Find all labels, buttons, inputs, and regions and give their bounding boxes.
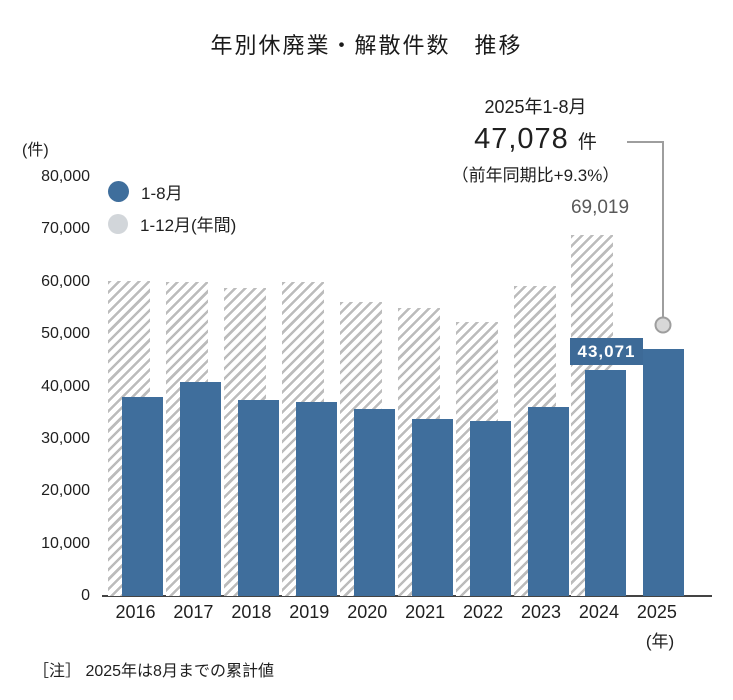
page-title: 年別休廃業・解散件数 推移 bbox=[210, 33, 523, 58]
legend-dot-gray bbox=[108, 213, 128, 234]
y-tick-label-20000: 20,000 bbox=[41, 482, 90, 500]
y-tick-label-40000: 40,000 bbox=[41, 377, 90, 395]
bar-jan-aug-2023 bbox=[527, 406, 569, 596]
callout-comparison: （前年同期比+9.3%） bbox=[451, 166, 620, 185]
y-tick-label-80000: 80,000 bbox=[41, 168, 90, 185]
x-tick-label-2021: 2021 bbox=[405, 602, 446, 622]
x-tick-label-2019: 2019 bbox=[289, 602, 330, 622]
bar-label-jan-aug-2024: 43,071 bbox=[570, 338, 643, 365]
bar-jan-aug-2020 bbox=[353, 409, 395, 596]
callout-2025: 2025年1-8月 47,078 件 （前年同期比+9.3%） bbox=[418, 93, 653, 186]
bar-jan-aug-2019 bbox=[295, 402, 337, 596]
bar-jan-aug-2024 bbox=[585, 370, 627, 596]
x-axis-unit-label: (年) bbox=[645, 632, 675, 651]
callout-marker-circle bbox=[654, 316, 672, 334]
y-tick-label-50000: 50,000 bbox=[41, 325, 90, 343]
bar-jan-aug-2022 bbox=[469, 421, 511, 596]
y-tick-label-0: 0 bbox=[81, 587, 90, 604]
x-tick-label-2017: 2017 bbox=[173, 602, 214, 622]
x-tick-label-2018: 2018 bbox=[231, 602, 272, 622]
bar-jan-aug-2017 bbox=[179, 382, 221, 596]
x-axis-line bbox=[102, 595, 712, 597]
x-tick-label-2025: 2025 bbox=[636, 602, 677, 622]
legend-item-jan-aug: 1-8月 bbox=[108, 179, 183, 204]
bar-label-annual-2024: 69,019 bbox=[570, 197, 630, 218]
y-tick-label-70000: 70,000 bbox=[41, 220, 90, 238]
bar-jan-aug-2021 bbox=[411, 418, 453, 596]
legend-dot-blue bbox=[108, 181, 129, 202]
x-tick-label-2016: 2016 bbox=[115, 602, 156, 622]
x-tick-label-2023: 2023 bbox=[520, 602, 562, 622]
callout-value-line: 47,078 件 bbox=[418, 123, 653, 156]
bar-jan-aug-2016 bbox=[122, 397, 163, 596]
callout-value-unit: 件 bbox=[577, 132, 597, 153]
legend-item-annual: 1-12月(年間) bbox=[108, 211, 236, 236]
legend-label-annual: 1-12月(年間) bbox=[140, 216, 237, 235]
y-tick-label-60000: 60,000 bbox=[41, 272, 90, 290]
x-tick-label-2024: 2024 bbox=[578, 602, 619, 622]
callout-connector-line bbox=[627, 141, 672, 334]
callout-period: 2025年1-8月 bbox=[484, 97, 587, 117]
y-tick-label-10000: 10,000 bbox=[41, 534, 90, 552]
y-axis-unit-label: (件) bbox=[22, 142, 49, 159]
y-tick-label-30000: 30,000 bbox=[41, 429, 90, 447]
legend-label-jan-aug: 1-8月 bbox=[141, 184, 183, 203]
bar-jan-aug-2025 bbox=[643, 349, 685, 596]
footnote: ［注］ 2025年は8月までの累計値 bbox=[33, 663, 274, 680]
x-tick-label-2020: 2020 bbox=[347, 602, 388, 622]
bar-jan-aug-2018 bbox=[237, 400, 279, 596]
callout-value: 47,078 bbox=[474, 123, 569, 155]
x-tick-label-2022: 2022 bbox=[463, 602, 504, 622]
